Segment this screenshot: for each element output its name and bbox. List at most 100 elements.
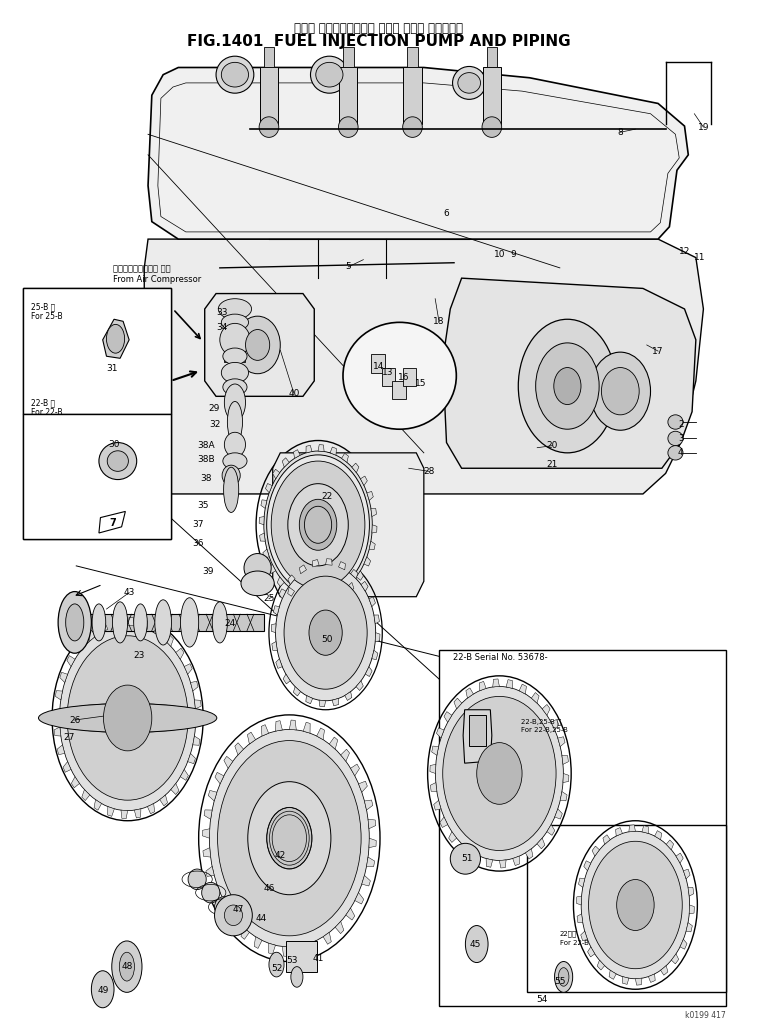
Text: 22号用: 22号用	[560, 930, 577, 937]
Bar	[343, 47, 354, 68]
Ellipse shape	[403, 117, 422, 137]
Ellipse shape	[241, 571, 274, 596]
Polygon shape	[434, 801, 441, 810]
Polygon shape	[312, 598, 318, 605]
Polygon shape	[635, 979, 642, 985]
Polygon shape	[629, 825, 635, 831]
Text: 41: 41	[313, 954, 324, 963]
Ellipse shape	[245, 329, 269, 360]
Bar	[223, 327, 245, 362]
Ellipse shape	[210, 730, 369, 947]
Polygon shape	[276, 659, 282, 669]
Text: 11: 11	[694, 253, 706, 262]
Ellipse shape	[224, 432, 245, 457]
Polygon shape	[188, 753, 195, 764]
Text: For 22-B,25-B: For 22-B,25-B	[521, 728, 568, 734]
Ellipse shape	[668, 415, 683, 429]
Polygon shape	[261, 500, 267, 508]
Polygon shape	[134, 809, 141, 818]
Polygon shape	[537, 838, 545, 849]
Polygon shape	[361, 581, 368, 592]
Ellipse shape	[212, 602, 227, 643]
Polygon shape	[300, 595, 306, 603]
Polygon shape	[577, 896, 581, 904]
Polygon shape	[145, 239, 703, 494]
Polygon shape	[288, 575, 295, 584]
Text: 43: 43	[123, 589, 135, 597]
Text: フェル インジェクション ポンプ および パイピング: フェル インジェクション ポンプ および パイピング	[294, 22, 463, 35]
Polygon shape	[357, 571, 363, 580]
Polygon shape	[282, 458, 289, 467]
Ellipse shape	[227, 401, 242, 442]
Text: エアーコンプレッサ より: エアーコンプレッサ より	[113, 264, 170, 274]
Polygon shape	[324, 597, 330, 604]
Text: 8: 8	[618, 128, 623, 137]
Polygon shape	[88, 630, 95, 641]
Polygon shape	[661, 965, 668, 975]
Polygon shape	[332, 699, 338, 706]
Polygon shape	[316, 728, 325, 740]
Text: 19: 19	[698, 122, 709, 132]
Polygon shape	[493, 679, 500, 687]
Polygon shape	[313, 560, 319, 567]
Text: 18: 18	[433, 317, 444, 326]
Ellipse shape	[536, 343, 599, 429]
Text: 35: 35	[198, 501, 209, 509]
Polygon shape	[263, 549, 269, 558]
Polygon shape	[688, 887, 693, 896]
Text: k0199 417: k0199 417	[685, 1012, 726, 1020]
Polygon shape	[248, 732, 256, 744]
Text: 20: 20	[547, 441, 558, 450]
Ellipse shape	[338, 117, 358, 137]
Polygon shape	[655, 830, 662, 840]
Polygon shape	[603, 835, 610, 845]
Polygon shape	[261, 724, 269, 736]
Polygon shape	[344, 691, 352, 701]
Polygon shape	[294, 450, 300, 458]
Bar	[407, 47, 418, 68]
Bar	[263, 47, 274, 68]
Ellipse shape	[288, 484, 348, 566]
Text: 22-B,25-B 用: 22-B,25-B 用	[521, 718, 561, 724]
Polygon shape	[562, 755, 569, 765]
Polygon shape	[531, 693, 539, 703]
Text: 37: 37	[192, 521, 204, 529]
Polygon shape	[431, 746, 438, 755]
Text: 14: 14	[372, 362, 385, 371]
Ellipse shape	[259, 117, 279, 137]
Polygon shape	[121, 810, 128, 819]
Polygon shape	[215, 773, 224, 784]
Polygon shape	[54, 728, 61, 736]
Text: 46: 46	[263, 884, 275, 893]
Polygon shape	[235, 743, 244, 755]
Polygon shape	[195, 718, 201, 728]
Bar	[487, 47, 497, 68]
Ellipse shape	[309, 610, 342, 655]
Polygon shape	[288, 588, 294, 596]
Ellipse shape	[435, 686, 563, 860]
Text: 38B: 38B	[198, 455, 215, 463]
Polygon shape	[306, 696, 313, 704]
Polygon shape	[355, 892, 363, 904]
Bar	[260, 68, 278, 125]
Polygon shape	[368, 819, 375, 828]
Polygon shape	[463, 710, 492, 764]
Bar	[339, 68, 357, 125]
Polygon shape	[60, 672, 67, 682]
Polygon shape	[283, 674, 290, 684]
Ellipse shape	[214, 896, 232, 917]
Ellipse shape	[299, 499, 337, 551]
Ellipse shape	[60, 626, 196, 811]
Polygon shape	[364, 557, 371, 566]
Ellipse shape	[39, 704, 217, 733]
Text: 12: 12	[679, 247, 690, 256]
Polygon shape	[486, 858, 493, 867]
Ellipse shape	[46, 704, 209, 733]
Polygon shape	[282, 947, 289, 956]
Polygon shape	[506, 679, 512, 688]
Polygon shape	[195, 700, 201, 709]
Bar	[23, 288, 171, 414]
Polygon shape	[141, 619, 148, 630]
Text: 10: 10	[494, 250, 505, 259]
Polygon shape	[160, 795, 167, 806]
